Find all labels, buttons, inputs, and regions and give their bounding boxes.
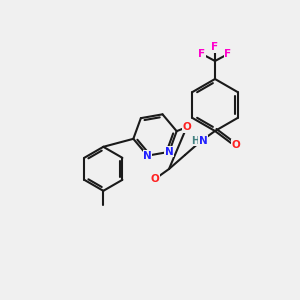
Text: O: O <box>151 174 159 184</box>
Text: N: N <box>165 147 173 157</box>
Text: O: O <box>182 122 191 132</box>
Text: N: N <box>199 136 207 146</box>
Text: O: O <box>232 140 240 150</box>
Text: H: H <box>191 136 199 146</box>
Text: F: F <box>198 49 206 59</box>
Text: N: N <box>143 151 152 161</box>
Text: F: F <box>212 42 219 52</box>
Text: F: F <box>224 49 232 59</box>
